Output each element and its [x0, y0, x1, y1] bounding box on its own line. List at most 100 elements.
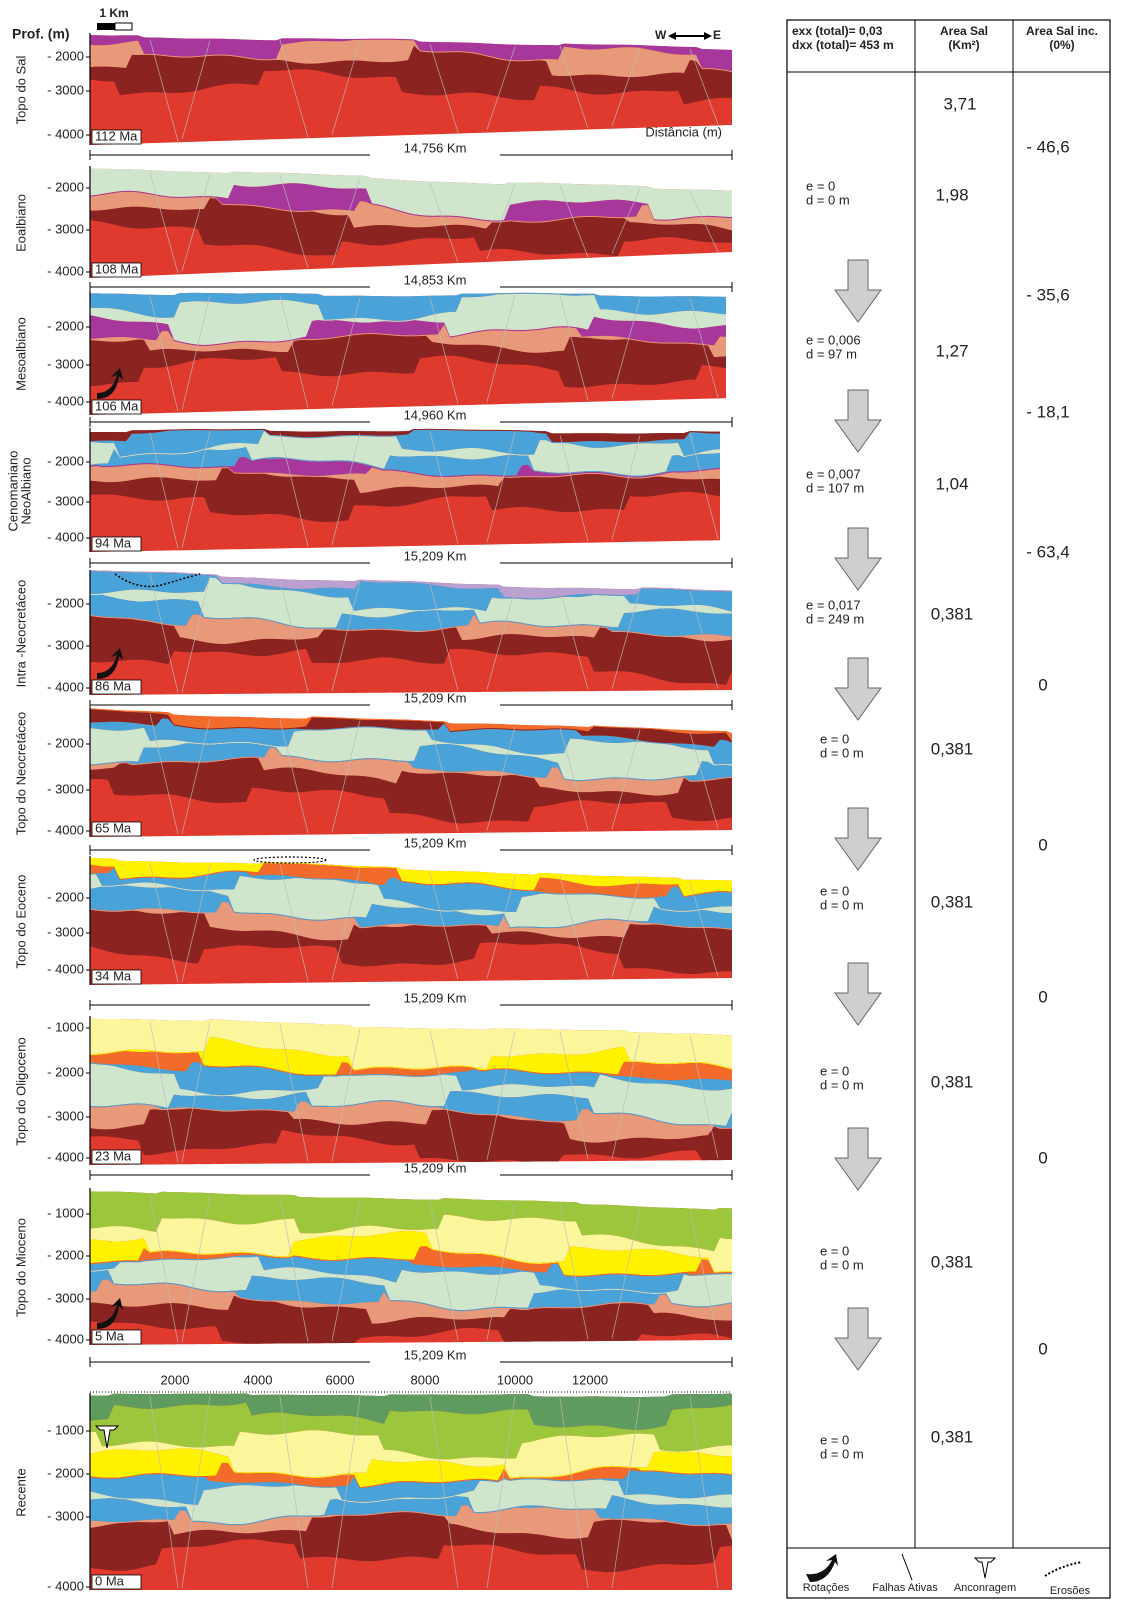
layer	[90, 1479, 732, 1525]
age-box	[91, 1574, 142, 1590]
depth-tick-label: - 4000	[47, 393, 84, 408]
extension-text: e = 0	[820, 731, 849, 746]
area-value: 0,381	[931, 892, 974, 911]
cross-section	[90, 168, 732, 278]
layer	[90, 35, 732, 72]
layer	[90, 430, 720, 476]
fault	[149, 432, 179, 549]
fault	[486, 184, 516, 259]
fault	[149, 296, 179, 412]
fault	[429, 1030, 459, 1161]
layer	[90, 1270, 732, 1312]
fault	[559, 295, 589, 401]
layer	[90, 198, 732, 257]
layer	[90, 718, 732, 765]
layer	[90, 1393, 732, 1430]
layer	[90, 1448, 732, 1488]
depth-tick-label: - 1000	[47, 1019, 84, 1034]
width-label: 15,209 Km	[404, 990, 467, 1005]
step-arrow	[834, 527, 882, 591]
anchor-icon	[94, 1425, 120, 1449]
extension-text: d = 0 m	[806, 192, 850, 207]
panel-label: Intra -Neocretáceo	[13, 580, 28, 688]
layer	[90, 874, 732, 928]
fault	[429, 43, 459, 133]
rotation-icon	[97, 648, 123, 679]
layer	[90, 315, 726, 346]
layer	[90, 1512, 732, 1573]
depth-tick-label: - 4000	[47, 126, 84, 141]
fault	[149, 713, 179, 835]
fault	[279, 1196, 309, 1342]
fault	[486, 1030, 516, 1160]
age-box	[91, 821, 142, 837]
fault	[689, 1035, 719, 1159]
layer	[90, 1101, 732, 1143]
step-arrow	[834, 389, 882, 453]
step-arrow	[834, 1307, 882, 1371]
fault	[429, 722, 459, 832]
fault	[429, 183, 459, 263]
layer	[90, 1402, 732, 1460]
scale-label: 1 Km	[99, 6, 128, 20]
fault	[279, 294, 309, 409]
layer	[90, 456, 720, 478]
cross-section	[90, 1018, 732, 1165]
panel-label: Topo do Oligoceno	[13, 1037, 28, 1145]
depth-tick-label: - 2000	[47, 1064, 84, 1079]
layer	[90, 867, 732, 913]
area-value: 0,381	[931, 604, 974, 623]
layer	[90, 747, 732, 796]
depth-tick-label: - 3000	[47, 1290, 84, 1305]
fault	[149, 1396, 179, 1589]
fault	[611, 47, 641, 126]
fault	[689, 1210, 719, 1339]
extension-text: e = 0,017	[806, 597, 861, 612]
age-label: 65 Ma	[95, 820, 132, 835]
depth-tick-label: - 3000	[47, 637, 84, 652]
fault	[559, 1203, 589, 1340]
fault	[149, 39, 179, 142]
table-header: exx (total)= 0,03	[792, 24, 883, 38]
fault	[149, 172, 179, 274]
layer	[90, 1279, 732, 1324]
table-header: Area Sal inc.	[1026, 24, 1098, 38]
fault	[429, 1201, 459, 1341]
fault	[331, 177, 361, 266]
layer	[90, 1063, 732, 1127]
depth-tick-label: - 3000	[47, 1508, 84, 1523]
age-box	[91, 262, 142, 278]
area-change: - 46,6	[1026, 137, 1069, 156]
layer	[90, 293, 726, 345]
layer	[90, 1062, 732, 1096]
fault	[486, 46, 516, 130]
scale-bar-black	[97, 23, 115, 30]
age-box	[91, 679, 142, 695]
area-value: 0,381	[931, 739, 974, 758]
rotation-icon	[97, 368, 123, 399]
layer	[90, 1230, 732, 1276]
fault	[689, 433, 719, 539]
depth-tick-label: - 1000	[47, 1205, 84, 1220]
fault	[559, 589, 589, 690]
fault	[279, 1024, 309, 1162]
layer	[90, 429, 720, 457]
fault	[331, 581, 361, 691]
fault	[611, 729, 641, 830]
fault	[559, 185, 589, 257]
width-label: 14,960 Km	[404, 407, 467, 422]
cross-section	[90, 1393, 732, 1590]
depth-tick-label: - 4000	[47, 529, 84, 544]
layer	[90, 1505, 732, 1540]
fault	[181, 1021, 211, 1163]
layer	[90, 1036, 732, 1075]
cross-section	[90, 35, 732, 146]
extension-text: e = 0	[820, 1063, 849, 1078]
age-box	[91, 1329, 142, 1345]
fault	[149, 573, 179, 693]
layer	[90, 1091, 732, 1128]
distance-tick-label: 6000	[326, 1372, 355, 1387]
fault	[689, 48, 719, 125]
age-box	[91, 399, 142, 415]
fault	[559, 1031, 589, 1160]
